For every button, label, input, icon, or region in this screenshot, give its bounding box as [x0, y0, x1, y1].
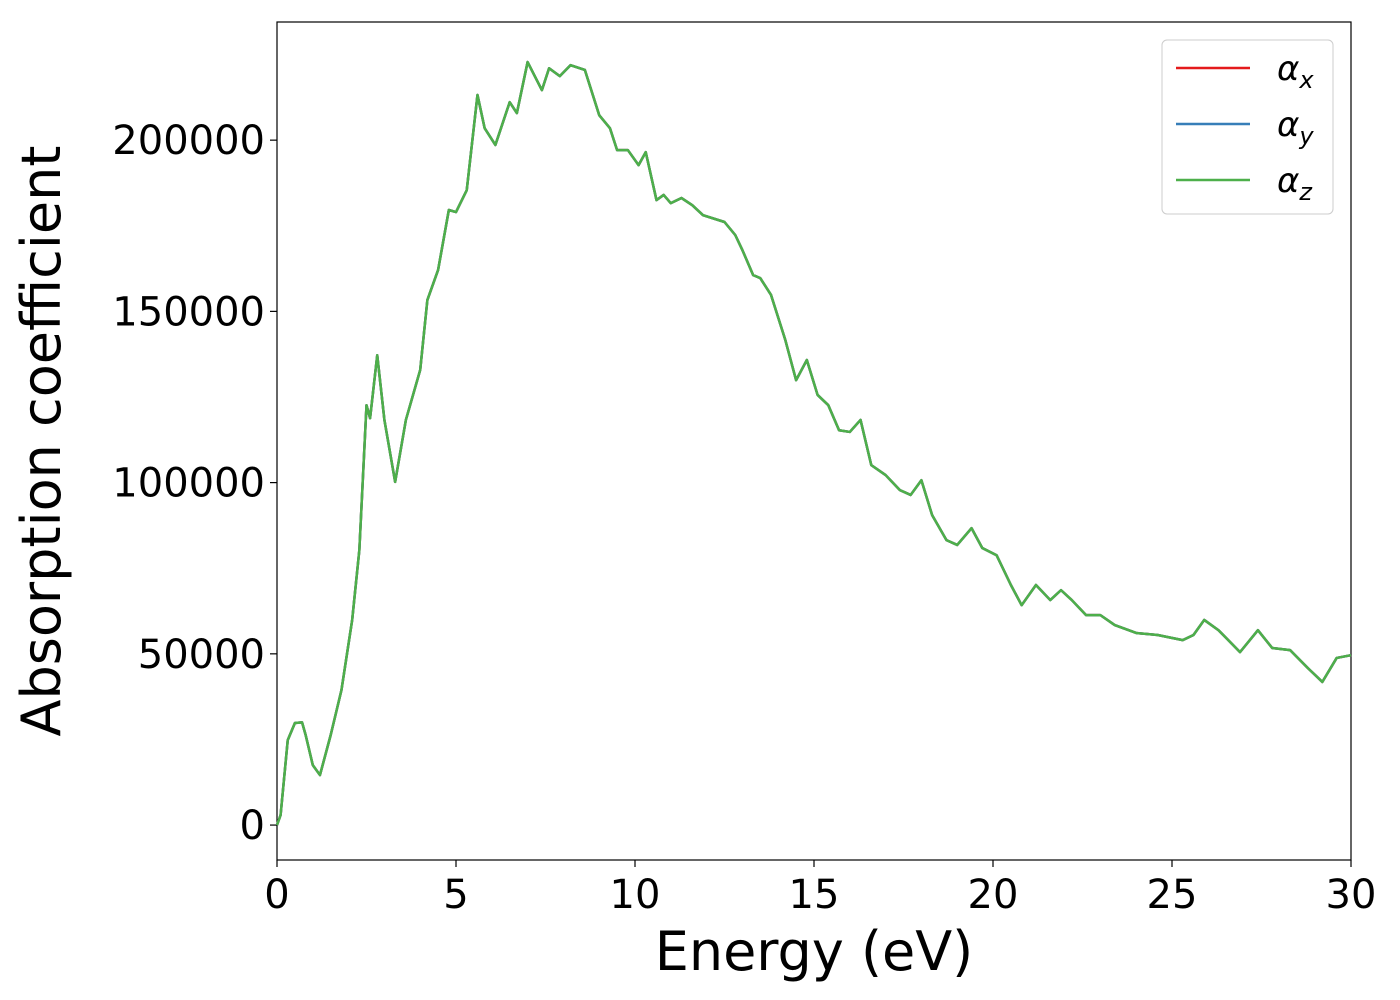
x-tick-label: 30 [1326, 872, 1377, 918]
x-tick-label: 10 [610, 872, 661, 918]
y-axis-label: Absorption coefficient [10, 146, 73, 737]
y-tick-label: 0 [240, 803, 265, 849]
x-tick-label: 25 [1147, 872, 1198, 918]
x-tick-label: 20 [968, 872, 1019, 918]
legend-label: αz [1277, 161, 1313, 206]
x-tick-label: 15 [789, 872, 840, 918]
x-tick-label: 0 [264, 872, 289, 918]
data-line [275, 60, 1352, 826]
y-tick-label: 100000 [112, 461, 265, 507]
y-tick-label: 50000 [138, 632, 265, 678]
legend-label: αx [1277, 49, 1314, 94]
x-tick-label: 5 [443, 872, 468, 918]
x-axis-label: Energy (eV) [655, 920, 974, 983]
y-tick-label: 150000 [112, 289, 265, 335]
legend-label: αy [1277, 105, 1314, 150]
legend-box [1161, 39, 1334, 215]
y-tick-label: 200000 [112, 118, 265, 164]
